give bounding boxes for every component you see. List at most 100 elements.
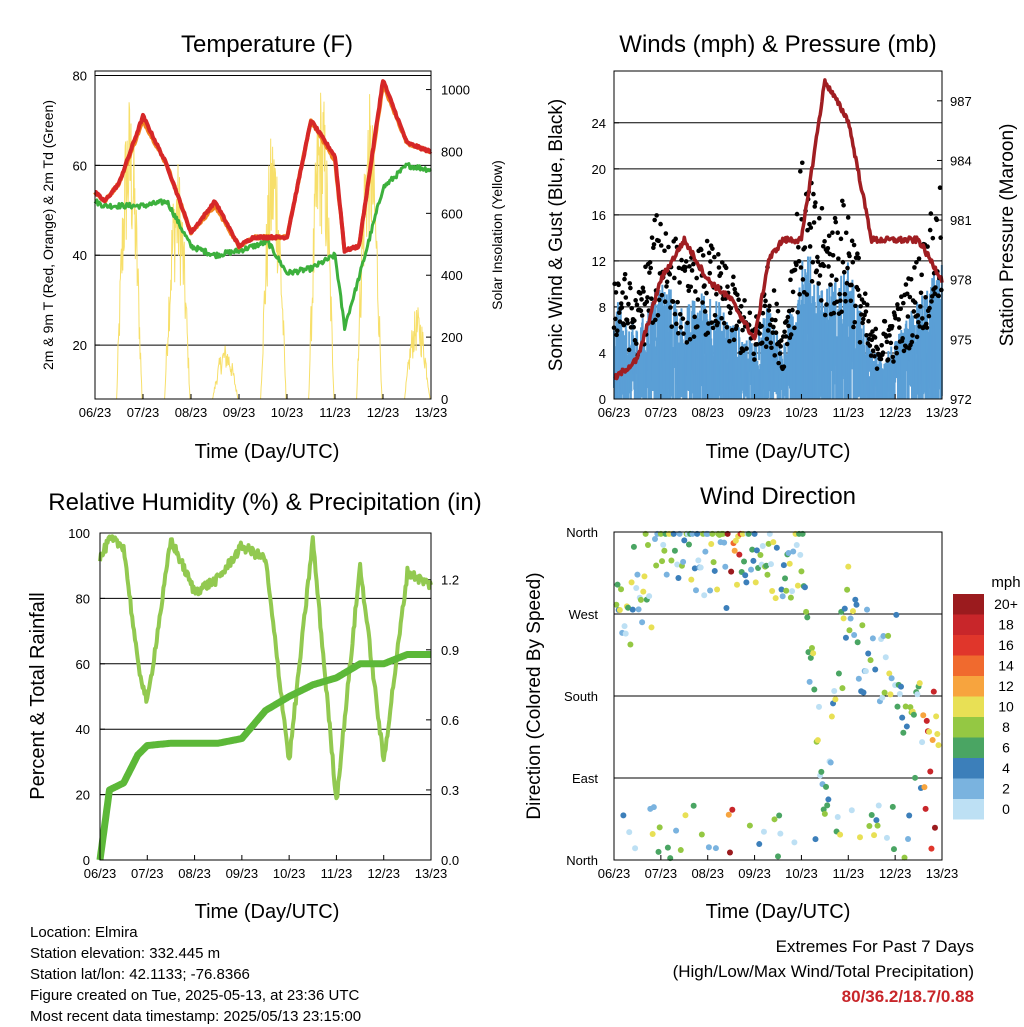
gust-point	[919, 272, 924, 278]
direction-point	[882, 654, 889, 661]
temperature-title: Temperature (F)	[181, 31, 353, 58]
gust-point	[796, 258, 802, 264]
gust-point	[933, 285, 938, 290]
direction-point	[847, 615, 854, 622]
gust-point	[751, 351, 757, 357]
direction-point	[922, 805, 929, 812]
speed-legend-swatch	[953, 676, 984, 697]
station-location: Location: Elmira	[30, 924, 138, 941]
gust-point	[647, 270, 652, 275]
winds-ytick-label: 20	[592, 162, 606, 177]
gust-point	[686, 288, 692, 294]
direction-point	[887, 691, 894, 698]
gust-point	[814, 268, 820, 273]
direction-point	[637, 596, 644, 603]
direction-point	[769, 587, 776, 594]
direction-point	[748, 566, 755, 573]
direction-point	[910, 711, 917, 718]
direction-point	[903, 723, 910, 730]
gust-point	[727, 338, 732, 344]
solar-ytick-label: 400	[441, 268, 463, 283]
direction-point	[828, 713, 835, 720]
direction-point	[898, 683, 904, 690]
gust-point	[614, 332, 619, 338]
gust-point	[771, 288, 777, 293]
direction-point	[926, 728, 933, 735]
gust-point	[684, 340, 690, 345]
gust-point	[651, 242, 657, 247]
gust-point	[923, 321, 929, 327]
direction-point	[650, 804, 657, 811]
gust-point	[934, 217, 940, 223]
gust-point	[677, 311, 683, 317]
gust-point	[668, 305, 673, 310]
gust-point	[648, 265, 654, 271]
gust-point	[872, 335, 878, 340]
gust-point	[822, 312, 828, 318]
direction-point	[673, 827, 680, 834]
direction-point	[879, 694, 886, 701]
gust-point	[851, 242, 857, 248]
gust-point	[911, 309, 917, 314]
gust-point	[664, 279, 670, 285]
direction-point	[682, 812, 689, 819]
wind-direction-xtick-label: 12/23	[879, 866, 912, 881]
gust-point	[872, 353, 877, 359]
gust-point	[843, 298, 848, 304]
direction-point	[625, 604, 632, 611]
direction-ytick-label: West	[569, 607, 599, 622]
direction-point	[721, 539, 728, 546]
gust-point	[620, 290, 625, 295]
direction-point	[688, 576, 695, 583]
direction-point	[660, 541, 667, 548]
direction-point	[652, 535, 658, 542]
direction-point	[798, 568, 805, 575]
direction-point	[639, 619, 646, 626]
direction-point	[827, 759, 834, 766]
direction-point	[702, 548, 709, 555]
direction-point	[852, 596, 859, 603]
gust-point	[905, 314, 911, 319]
gust-point	[673, 236, 678, 242]
direction-point	[848, 807, 855, 814]
precip-ytick-label: 0.9	[441, 643, 459, 658]
gust-point	[631, 324, 636, 330]
gust-point	[903, 282, 909, 287]
gust-point	[616, 282, 621, 288]
direction-point	[818, 768, 825, 775]
gust-point	[914, 334, 920, 340]
winds-plot: 0 4 8 12 16 20 24 972 975 978 981 984 987 06/23 07/23 0…	[592, 78, 972, 420]
direction-point	[889, 803, 896, 810]
winds-xtick-label: 08/23	[691, 405, 724, 420]
direction-point	[934, 731, 941, 738]
direction-point	[756, 841, 763, 848]
gust-point	[864, 302, 870, 307]
gust-point	[912, 300, 918, 305]
direction-point	[881, 689, 888, 696]
gust-point	[683, 265, 688, 270]
humidity-ytick-label: 100	[68, 526, 90, 541]
gust-point	[804, 292, 810, 297]
gust-point	[816, 281, 821, 286]
humidity-title: Relative Humidity (%) & Precipitation (i…	[48, 489, 481, 516]
speed-legend-label: 0	[1002, 801, 1010, 817]
gust-point	[621, 322, 627, 328]
winds-panel: Winds (mph) & Pressure (mb) 0 4 8 12 16 20 24 9…	[546, 31, 1018, 463]
gust-point	[768, 340, 774, 346]
dewpoint-line	[93, 162, 432, 331]
gust-point	[835, 230, 840, 236]
gust-point	[924, 325, 930, 330]
station-info: Location: Elmira Station elevation: 332.…	[30, 922, 361, 1027]
gust-point	[695, 324, 700, 329]
temperature-xtick-label: 12/23	[367, 405, 400, 420]
direction-point	[842, 634, 849, 641]
pressure-ytick-label: 984	[950, 153, 972, 168]
gust-point	[909, 339, 915, 345]
direction-point	[823, 783, 830, 790]
humidity-ytick-label: 0	[83, 853, 90, 868]
direction-point	[613, 601, 620, 608]
gust-point	[901, 348, 907, 354]
gust-point	[666, 244, 671, 250]
direction-point	[912, 774, 919, 781]
gust-point	[937, 185, 943, 190]
